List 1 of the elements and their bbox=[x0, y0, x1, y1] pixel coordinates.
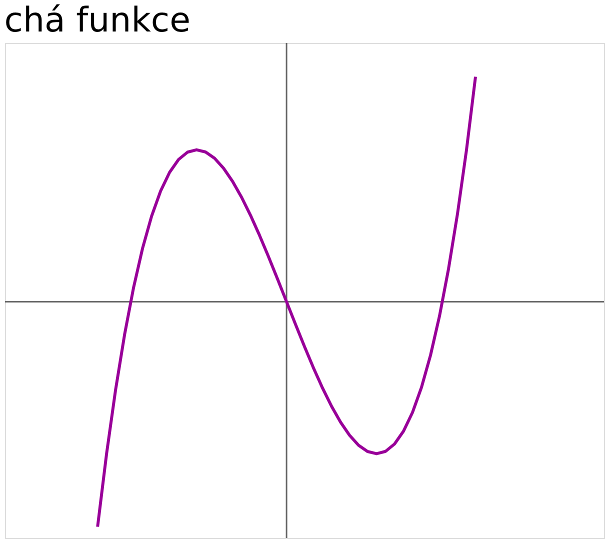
chart-title: chá funkce bbox=[4, 0, 191, 40]
